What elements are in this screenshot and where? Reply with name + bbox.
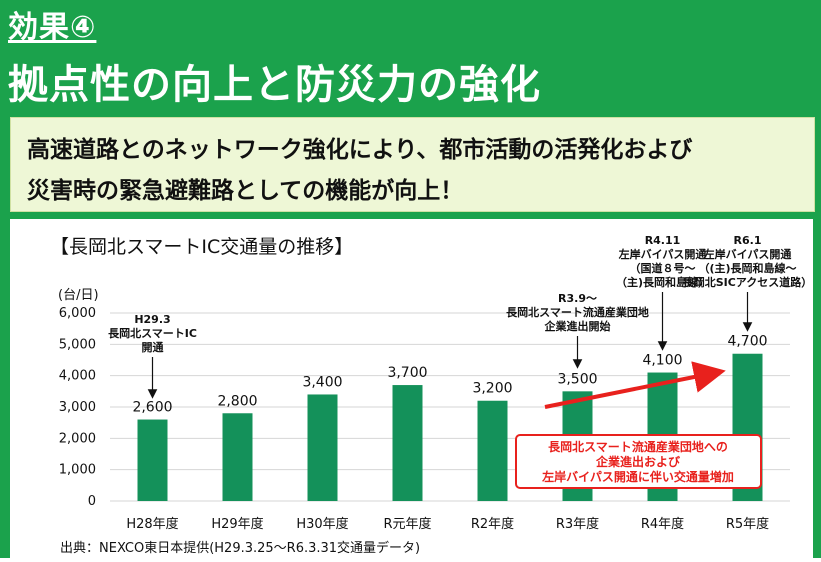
bar-value-label: 3,200 bbox=[472, 381, 512, 397]
x-category-label: R4年度 bbox=[641, 516, 684, 532]
x-category-label: R5年度 bbox=[726, 516, 769, 532]
bar bbox=[137, 419, 168, 501]
chart-panel: 【長岡北スマートIC交通量の推移】 (台/日) 0 1,000 2,000 3,000… bbox=[10, 219, 813, 558]
y-tick-label: 2,000 bbox=[59, 431, 96, 446]
annotation-text: 長岡北スマートIC bbox=[108, 326, 197, 340]
effect-label: 効果④ bbox=[8, 10, 97, 45]
bar-value-label: 4,100 bbox=[642, 353, 682, 369]
bar bbox=[477, 400, 508, 501]
bar-value-label: 2,600 bbox=[132, 400, 172, 416]
bar-value-label: 3,700 bbox=[387, 365, 427, 381]
callout-text: 長岡北スマート流通産業団地への bbox=[548, 439, 728, 454]
y-tick-label: 6,000 bbox=[59, 306, 96, 321]
annotation-text: R6.1 bbox=[734, 234, 762, 247]
summary-line-2: 災害時の緊急避難路としての機能が向上！ bbox=[27, 178, 464, 204]
summary-line-1: 高速道路とのネットワーク強化により、都市活動の活発化および bbox=[27, 137, 693, 163]
y-tick-label: 5,000 bbox=[59, 337, 96, 352]
bar-value-label: 2,800 bbox=[217, 393, 257, 409]
bar bbox=[392, 385, 423, 501]
x-category-label: H30年度 bbox=[296, 516, 348, 532]
y-tick-label: 4,000 bbox=[59, 369, 96, 384]
summary-box: 高速道路とのネットワーク強化により、都市活動の活発化および 災害時の緊急避難路と… bbox=[10, 117, 815, 212]
bar bbox=[222, 413, 253, 501]
source-note: 出典：NEXCO東日本提供(H29.3.25～R6.3.31交通量データ) bbox=[60, 540, 420, 556]
page-title: 拠点性の向上と防災力の強化 bbox=[8, 62, 541, 108]
x-axis-labels: H28年度 H29年度 H30年度 R元年度 R2年度 R3年度 R4年度 R5年度 bbox=[126, 516, 769, 532]
bar-value-label: 3,500 bbox=[557, 371, 597, 387]
annotation-text: H29.3 bbox=[134, 313, 170, 326]
annotation-text: 長岡北スマート流通産業団地 bbox=[506, 305, 649, 319]
x-category-label: R3年度 bbox=[556, 516, 599, 532]
x-category-label: H28年度 bbox=[126, 516, 178, 532]
annotation-text: （国道８号～ bbox=[630, 261, 696, 275]
callout-border bbox=[515, 434, 762, 489]
annotation-text: 企業進出開始 bbox=[544, 319, 611, 333]
annotation-text: R4.11 bbox=[645, 234, 681, 247]
annotation-text: （(主)長岡和島線～ bbox=[698, 261, 796, 275]
annotation-text: （主)長岡和島線） bbox=[616, 275, 709, 289]
x-category-label: R2年度 bbox=[471, 516, 514, 532]
annotation-text: R3.9～ bbox=[558, 292, 597, 305]
y-axis-unit: (台/日) bbox=[58, 288, 99, 303]
y-axis-ticks: 0 1,000 2,000 3,000 4,000 5,000 6,000 bbox=[59, 306, 96, 509]
y-tick-label: 0 bbox=[88, 494, 96, 509]
callout-text: 企業進出および bbox=[595, 454, 681, 469]
y-tick-label: 1,000 bbox=[59, 463, 96, 478]
trend-arrow bbox=[544, 361, 726, 409]
annotation-text: 開通 bbox=[142, 341, 164, 354]
y-tick-label: 3,000 bbox=[59, 400, 96, 415]
bar-value-label: 3,400 bbox=[302, 374, 342, 390]
chart-title: 【長岡北スマートIC交通量の推移】 bbox=[50, 236, 353, 258]
annotation-text: 長岡北SICアクセス道路） bbox=[683, 275, 813, 289]
value-labels: 2,600 2,800 3,400 3,700 3,200 3,500 4,100 4,700 bbox=[132, 334, 767, 416]
annotation-text: 左岸バイパス開通 bbox=[703, 247, 792, 261]
x-category-label: H29年度 bbox=[211, 516, 263, 532]
annotation-text: 左岸バイパス開通 bbox=[618, 247, 707, 261]
bar-value-label: 4,700 bbox=[727, 334, 767, 350]
bar bbox=[307, 394, 338, 501]
callout-text: 左岸バイパス開通に伴い交通量増加 bbox=[541, 469, 734, 484]
x-category-label: R元年度 bbox=[383, 516, 431, 532]
traffic-bar-chart: 【長岡北スマートIC交通量の推移】 (台/日) 0 1,000 2,000 3,000… bbox=[50, 234, 813, 556]
